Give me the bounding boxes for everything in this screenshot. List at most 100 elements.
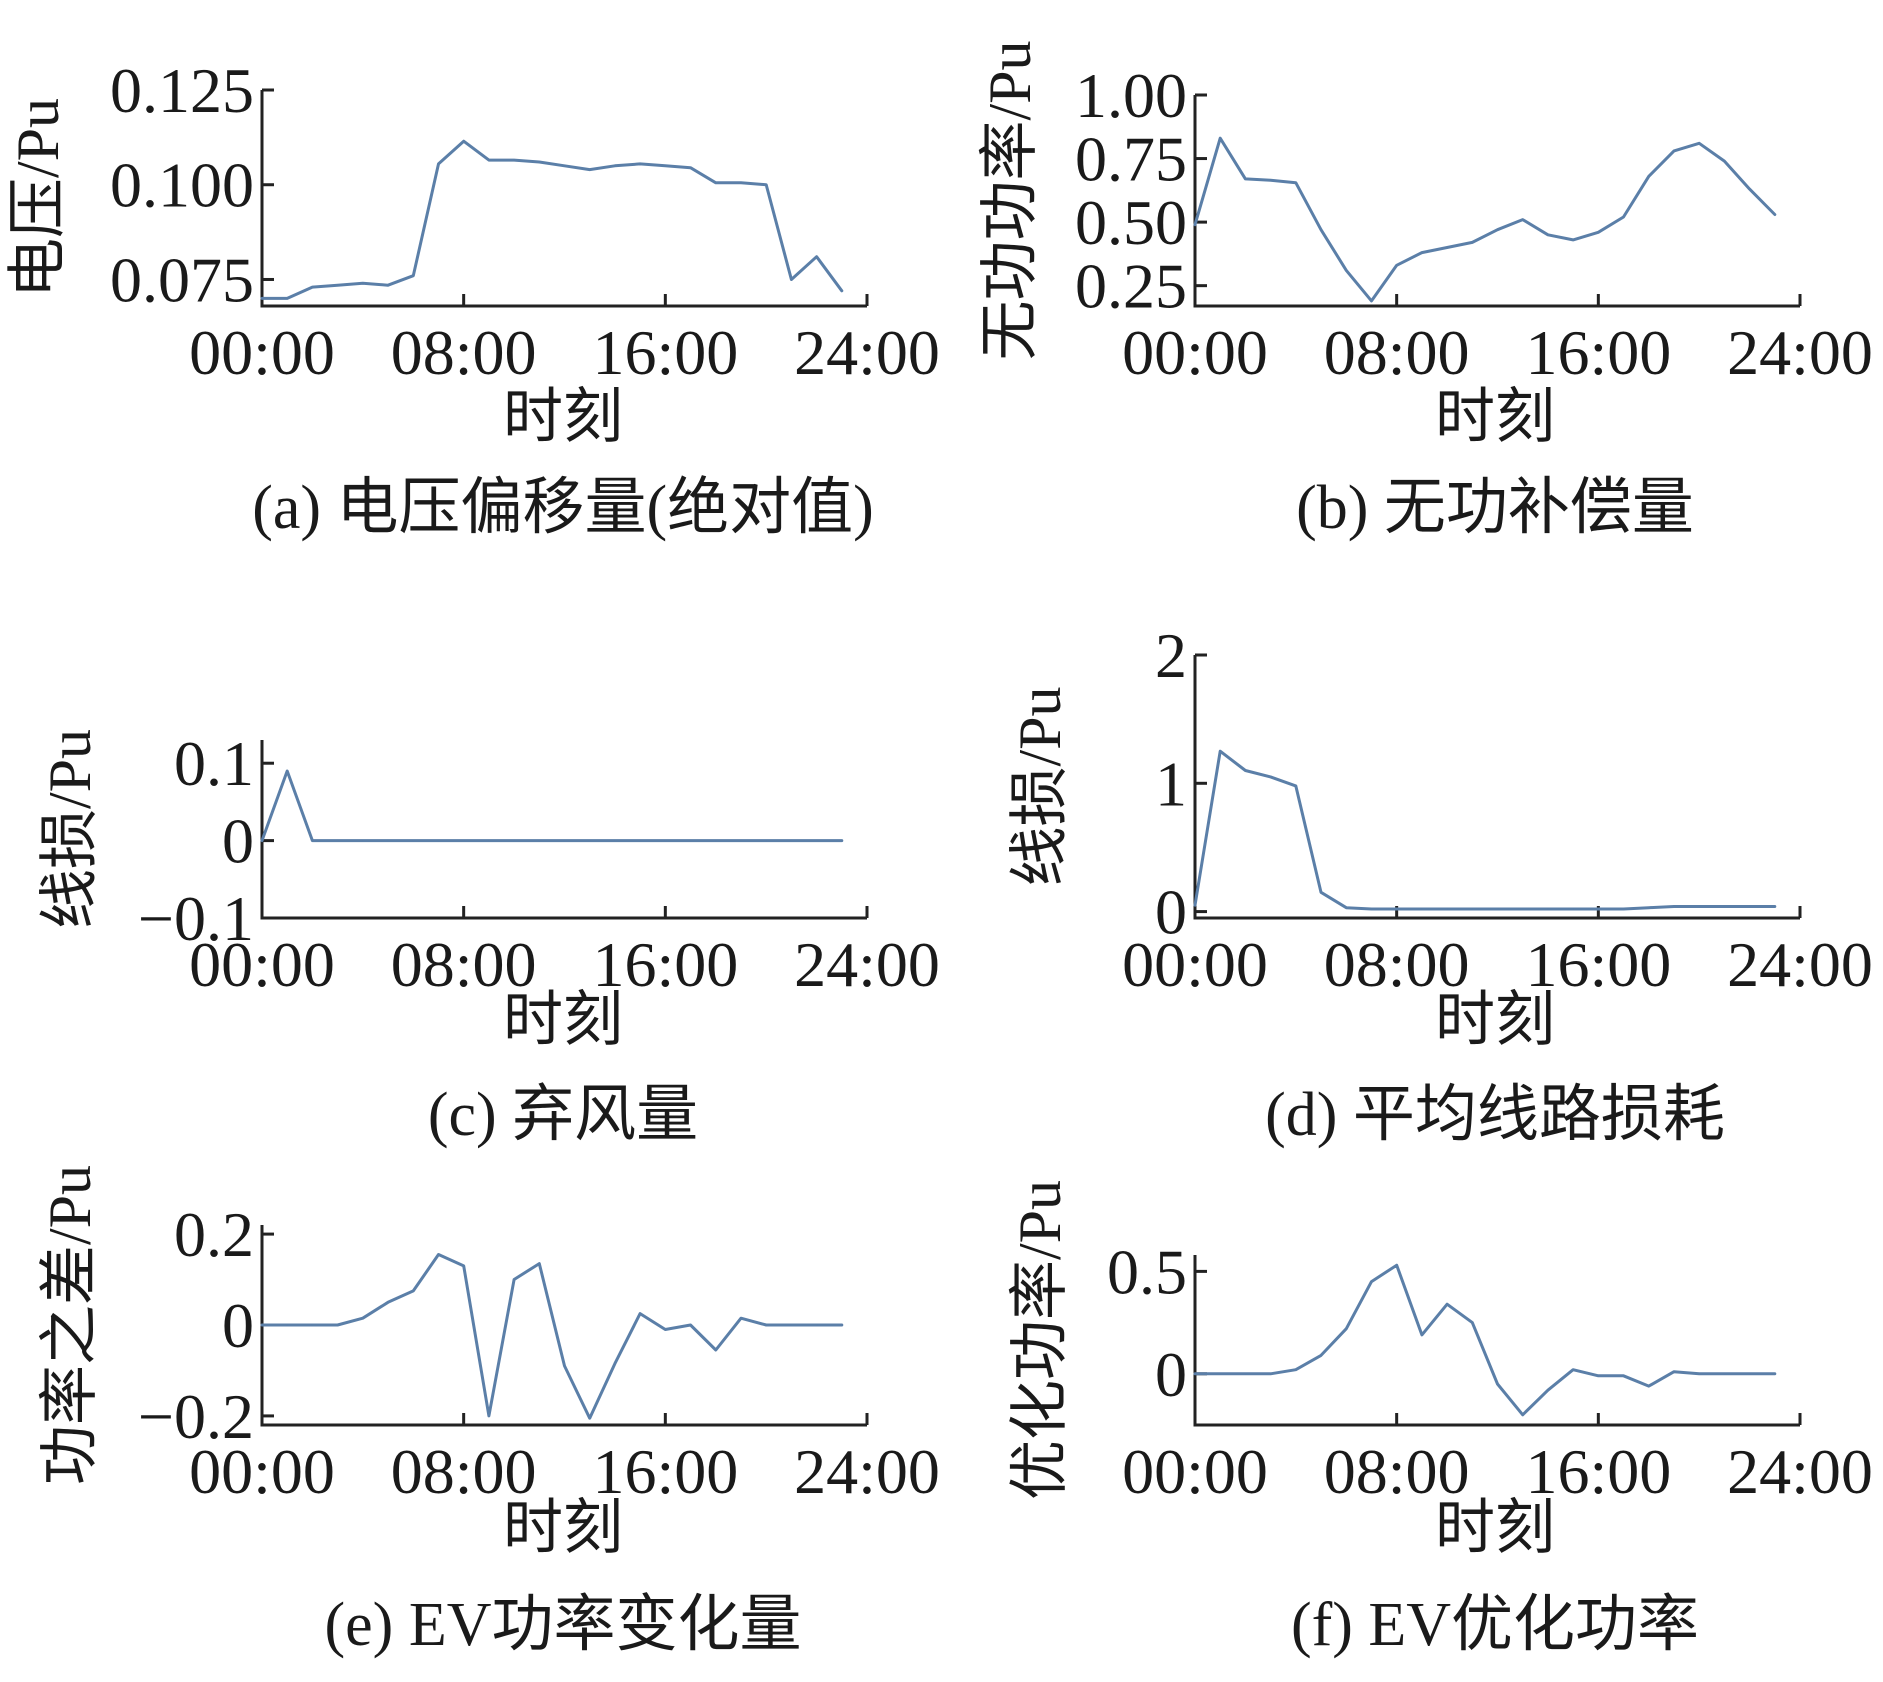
x-tick-label: 16:00 [592,929,738,1000]
data-point [1269,776,1272,778]
data-point [538,1262,541,1265]
data-point [815,1324,818,1326]
data-point [1471,241,1474,244]
data-point [1547,234,1549,236]
panel-caption: (d) 平均线路损耗 [1265,1081,1725,1149]
data-point [1496,908,1499,910]
data-point [1345,269,1348,272]
data-point [286,1324,289,1326]
data-point [841,1324,843,1326]
data-point [765,1324,767,1326]
data-point [588,168,591,171]
data-point [1219,750,1221,752]
panel-caption: (c) 弃风量 [428,1081,698,1149]
data-point [1723,160,1726,162]
data-point [1698,142,1700,145]
panel-e: 00:00 08:00 16:00 24:00 −0.2 0 0.2 时刻 功率之差/Pu (e)… [37,1165,940,1659]
data-point [362,282,364,285]
axis-spines [1193,1255,1800,1427]
data-point [261,839,263,842]
axis-spines [260,90,867,308]
data-point [387,839,389,842]
panel-c: 00:00 08:00 16:00 24:00 −0.100.1 时刻 线损/Pu (c) 弃… [37,728,940,1149]
x-tick-label: 08:00 [1324,929,1470,1000]
data-point [1774,213,1776,216]
data-point [715,182,717,184]
y-tick-label: 0.2 [174,1199,254,1270]
data-point [1395,264,1398,267]
x-tick-label: 00:00 [189,929,335,1000]
data-point [588,1417,591,1419]
data-point [1496,1383,1499,1385]
data-point [1370,1280,1373,1283]
data-point [1194,223,1196,226]
y-tick-label: 0.50 [1075,187,1187,258]
x-tick-label: 24:00 [794,317,940,388]
y-tick-label: 0.25 [1075,251,1187,322]
data-point [513,1278,515,1281]
data-point [488,159,490,161]
x-tick-label: 08:00 [391,1436,537,1507]
x-tick-label: 16:00 [592,317,738,388]
data-point [664,1328,667,1331]
data-point [815,839,818,842]
data-point [1748,188,1751,190]
panel-caption: (b) 无功补偿量 [1296,474,1694,542]
data-point [1774,905,1776,908]
data-point [1395,1264,1398,1266]
y-tick-label: 1 [1155,748,1187,819]
data-point [841,839,843,842]
data-point [1496,228,1499,231]
y-tick-label: −0.1 [138,883,254,954]
data-point [1421,1334,1423,1336]
x-tick-label: 16:00 [1525,1436,1671,1507]
data-point [1774,1373,1776,1375]
data-point [1698,905,1700,908]
x-axis-title: 时刻 [1435,1495,1555,1561]
y-tick-label: 0 [222,1290,254,1361]
x-tick-label: 00:00 [1122,317,1268,388]
y-tick-label: 0.75 [1075,124,1187,195]
data-point [765,839,767,842]
data-point [1421,251,1423,254]
data-point [437,1253,440,1256]
data-point [1421,908,1423,910]
data-point [1446,908,1448,910]
x-axis-title: 时刻 [503,1495,623,1561]
y-tick-label: 1.00 [1075,60,1187,131]
data-point [1295,1368,1297,1371]
data-point [1748,905,1751,908]
data-point [286,770,289,772]
x-tick-label: 00:00 [189,317,335,388]
x-tick-label: 00:00 [189,1436,335,1507]
axis-spines [260,740,867,920]
data-point [639,163,641,165]
data-point [1194,1373,1196,1375]
y-tick-label: 0.100 [110,150,254,221]
data-point [1521,218,1524,221]
axis-spines [1193,655,1800,920]
data-point [261,297,263,300]
x-tick-label: 24:00 [1727,1436,1873,1507]
data-point [412,274,415,277]
data-point [538,839,541,842]
data-point [412,839,415,842]
data-point [689,166,692,169]
y-tick-label: 2 [1155,620,1187,691]
data-point [563,839,566,842]
data-point [639,839,641,842]
data-point [513,159,515,161]
x-tick-label: 16:00 [1525,317,1671,388]
y-tick-label: 0 [1155,1339,1187,1410]
panel-caption: (f) EV优化功率 [1291,1591,1699,1659]
data-point [387,284,389,287]
data-point [1244,769,1247,772]
data-point [1648,1385,1650,1387]
y-axis-title: 电压/Pu [5,98,71,298]
y-tick-label: 0 [222,806,254,877]
x-tick-label: 08:00 [1324,317,1470,388]
y-axis-title: 线损/Pu [37,729,103,929]
y-axis-title: 功率之差/Pu [37,1165,103,1485]
data-point [1622,216,1625,218]
data-point [1345,906,1348,909]
